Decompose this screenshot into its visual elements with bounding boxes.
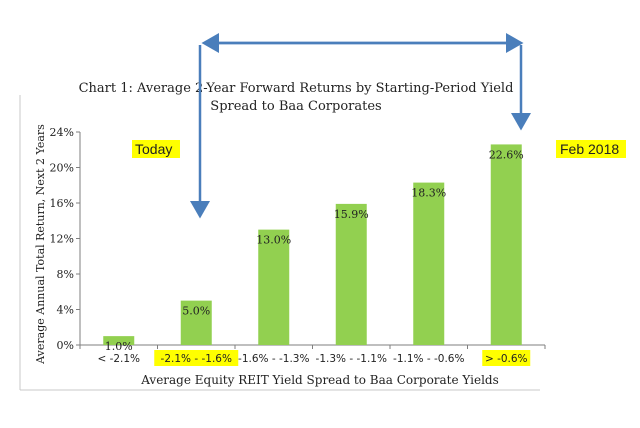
x-tick-highlight <box>482 350 531 366</box>
bar-data-label: 18.3% <box>411 187 446 200</box>
y-tick-label: 24% <box>50 126 74 139</box>
bar-data-label: 15.9% <box>334 208 369 221</box>
plot-area: 0% 4% 8% 12% 16% 20% 24% 1.0%< -2.1% 5.0% -2.1% -… <box>50 126 546 366</box>
y-tick-label: 8% <box>57 268 74 281</box>
bar <box>413 182 445 345</box>
bar-data-label: 5.0% <box>182 305 210 318</box>
today-highlight <box>132 140 180 158</box>
bar <box>103 336 135 345</box>
chart-title-line1: Chart 1: Average 2-Year Forward Returns … <box>79 81 514 96</box>
y-tick-label: 0% <box>57 339 74 352</box>
x-tick-label: < -2.1% <box>97 353 140 365</box>
bar <box>335 203 367 345</box>
bar-data-label: 1.0% <box>105 340 133 353</box>
x-tick-label: -2.1% - -1.6% <box>161 353 232 365</box>
feb-2018-highlight <box>556 140 626 158</box>
x-tick-label: -1.1% - -0.6% <box>393 353 464 365</box>
bar-data-label: 22.6% <box>489 148 524 161</box>
x-axis-title: Average Equity REIT Yield Spread to Baa … <box>140 373 499 387</box>
y-tick-label: 16% <box>50 197 74 210</box>
chart-title-line2: Spread to Baa Corporates <box>210 99 381 114</box>
x-tick-label: -1.6% - -1.3% <box>238 353 309 365</box>
feb-2018-label: Feb 2018 <box>560 141 619 157</box>
x-tick-label: > -0.6% <box>485 353 528 365</box>
bar <box>180 300 212 345</box>
bar-data-label: 13.0% <box>256 234 291 247</box>
x-tick-label: -1.3% - -1.1% <box>316 353 387 365</box>
y-tick-label: 12% <box>50 233 74 246</box>
bar <box>258 229 290 345</box>
annotation-arrows <box>190 33 531 219</box>
y-tick-label: 20% <box>50 162 74 175</box>
y-tick-label: 4% <box>57 304 74 317</box>
bar <box>490 144 522 345</box>
y-axis-title: Average Annual Total Return, Next 2 Year… <box>34 124 47 365</box>
today-label: Today <box>135 141 172 157</box>
x-tick-highlight <box>154 350 239 366</box>
